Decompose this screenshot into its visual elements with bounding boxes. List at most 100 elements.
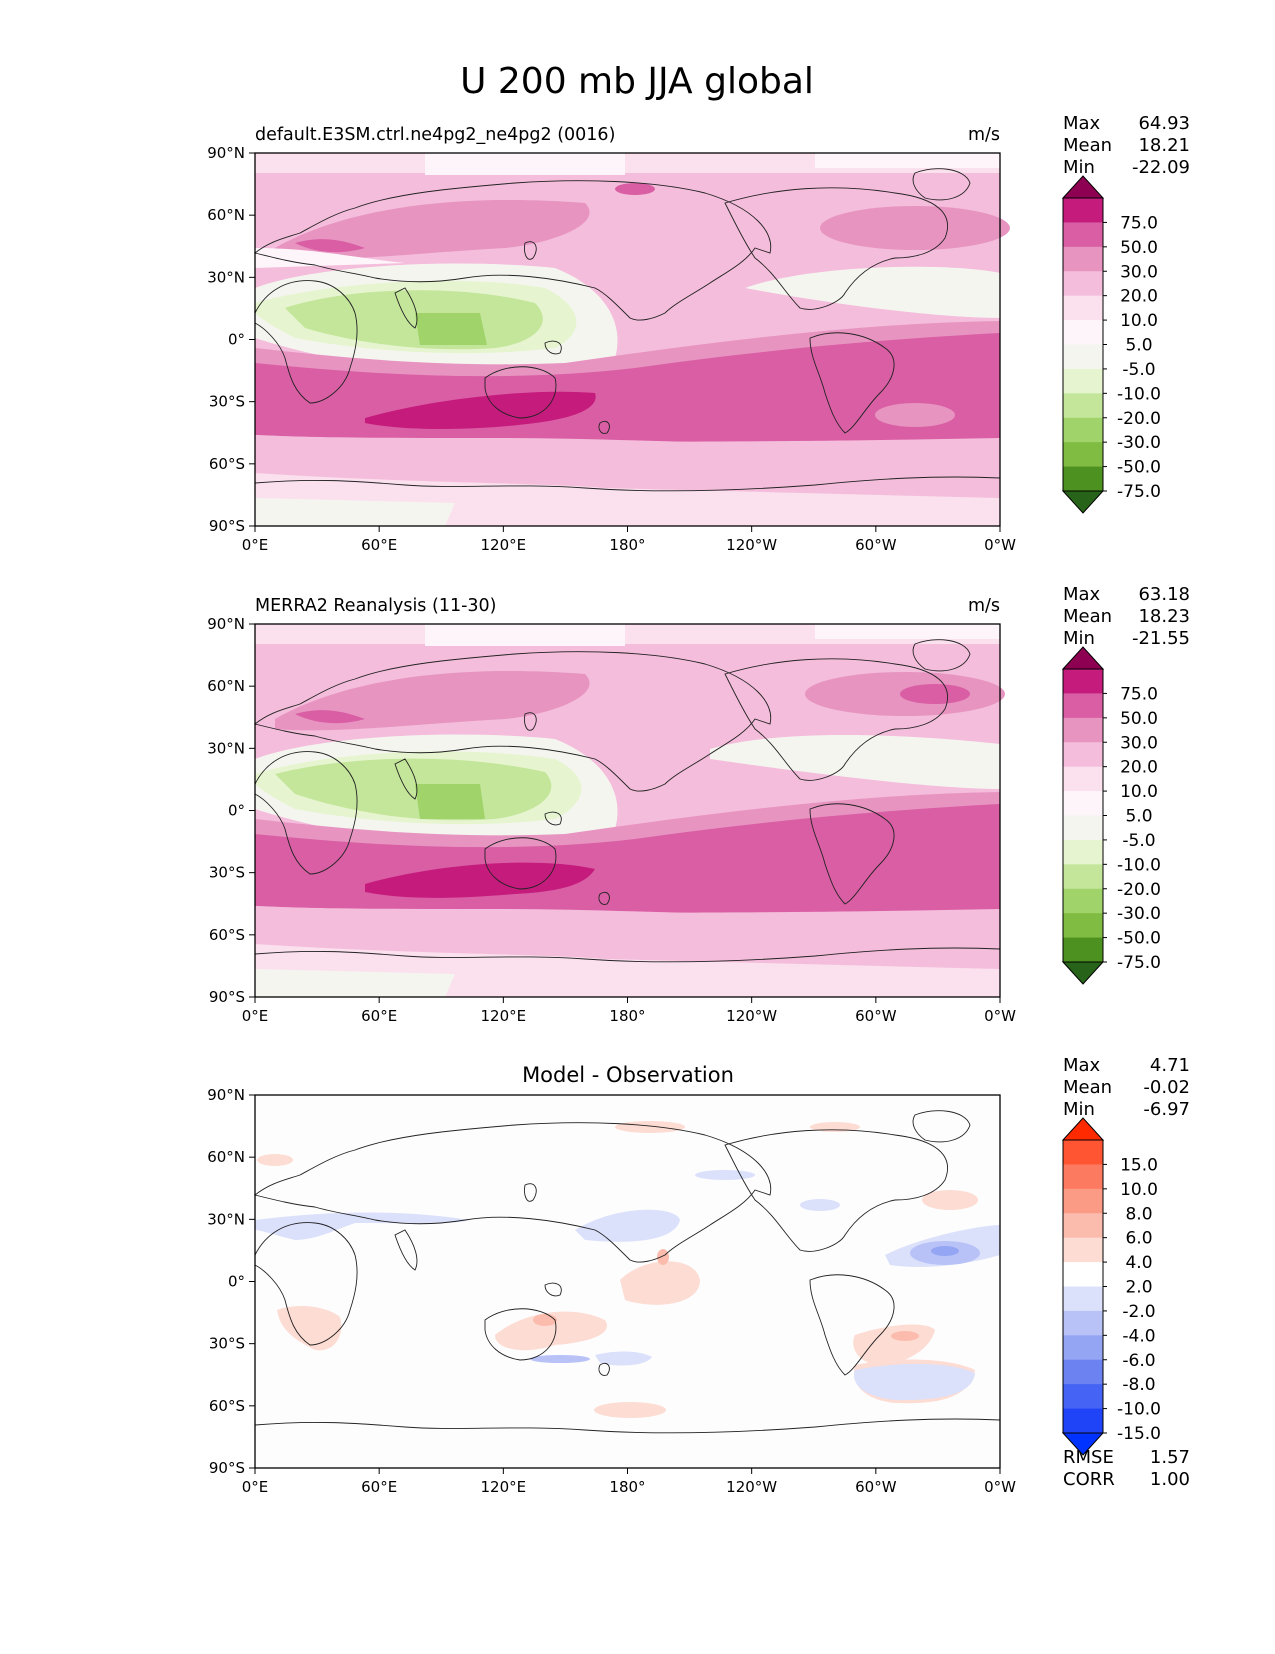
lon-tick-label: 60°E: [361, 1478, 397, 1496]
colorbar-diff-bin: [1063, 1310, 1103, 1336]
panel-diff-title: Model - Observation: [522, 1063, 734, 1087]
lon-tick-label: 180°: [609, 1007, 645, 1025]
coastline-4: [724, 1129, 948, 1252]
lon-tick-label: 0°W: [984, 1007, 1016, 1025]
coastline-0: [254, 1122, 772, 1263]
lat-tick-label: 60°S: [209, 455, 245, 473]
coastline-1: [254, 280, 358, 404]
colorbar-obs-bin: [1063, 693, 1103, 719]
coastline-8: [524, 241, 537, 260]
colorbar-tick-label: 6.0: [1125, 1229, 1152, 1249]
lon-tick-label: 60°W: [855, 1007, 897, 1025]
colorbar-diff: 15.0 10.0 8.0 6.0 4.0 2.0 -2.0 -4.0 -6.0 -8.0 -10.…: [1061, 1117, 1161, 1456]
colorbar-tick-label: 4.0: [1125, 1253, 1152, 1273]
lat-tick-label: 30°S: [209, 864, 245, 882]
colorbar-obs-bin: [1063, 864, 1103, 890]
colorbar-obs-bin: [1063, 815, 1103, 841]
model-stat-mean-value: 18.21: [1138, 135, 1190, 156]
colorbar-diff-bin: [1063, 1286, 1103, 1312]
colorbar-tick-label: 50.0: [1120, 238, 1158, 258]
panel-obs-units: m/s: [968, 596, 1000, 616]
obs-stat-max-label: Max: [1063, 584, 1101, 605]
colorbar-diff-bin: [1063, 1164, 1103, 1190]
lon-tick-label: 0°E: [242, 1478, 269, 1496]
colorbar-diff-bin: [1063, 1335, 1103, 1361]
lon-tick-label: 120°E: [481, 1478, 527, 1496]
lat-tick-label: 90°N: [207, 144, 245, 162]
lon-tick-label: 120°W: [726, 1007, 777, 1025]
colorbar-model-bin: [1063, 368, 1103, 394]
colorbar-tick-label: 15.0: [1120, 1155, 1158, 1175]
colorbar-diff-bin: [1063, 1237, 1103, 1263]
coastline-1: [254, 751, 358, 875]
colorbar-obs-bin: [1063, 791, 1103, 816]
lat-tick-label: 30°N: [207, 1210, 245, 1228]
coastline-4: [724, 187, 948, 310]
lat-tick-label: 90°S: [209, 1459, 245, 1477]
lat-tick-label: 60°S: [209, 1397, 245, 1415]
colorbar-tick-label: 10.0: [1120, 782, 1158, 802]
colorbar-model-bin: [1063, 198, 1103, 223]
coastline-0: [254, 651, 772, 792]
panel-obs-title: MERRA2 Reanalysis (11-30): [255, 596, 497, 616]
colorbar-model-bin: [1063, 417, 1103, 443]
colorbar-tick-label: 30.0: [1120, 733, 1158, 753]
colorbar-tick-label: 50.0: [1120, 709, 1158, 729]
lat-tick-label: 60°N: [207, 677, 245, 695]
lat-tick-label: 90°S: [209, 988, 245, 1006]
lat-tick-label: 90°N: [207, 615, 245, 633]
colorbar-model-bottom-extension: [1061, 490, 1105, 514]
coastline-7: [254, 947, 1001, 963]
lon-tick-label: 60°W: [855, 1478, 897, 1496]
colorbar-tick-label: 8.0: [1125, 1204, 1152, 1224]
colorbar-tick-label: -50.0: [1117, 458, 1161, 478]
coastline-9: [544, 340, 562, 355]
diff-stat-mean-label: Mean: [1063, 1077, 1112, 1098]
colorbar-tick-label: -30.0: [1117, 904, 1161, 924]
colorbar-tick-label: 20.0: [1120, 758, 1158, 778]
colorbar-diff-top-extension: [1061, 1117, 1105, 1141]
diff-stat-min-label: Min: [1063, 1099, 1095, 1120]
coastline-0: [254, 180, 772, 321]
colorbar-obs-bin: [1063, 766, 1103, 792]
coastline-9: [544, 1282, 562, 1297]
coastline-6: [912, 1110, 971, 1143]
panel-diff-overlay: 90°N 60°N 30°N 0° 30°S 60°S 90°S0°E 60°E 120°E 18…: [207, 1086, 1016, 1496]
colorbar-tick-label: 10.0: [1120, 1180, 1158, 1200]
panel-model: default.E3SM.ctrl.ne4pg2_ne4pg2 (0016) m…: [255, 125, 1010, 526]
colorbar-tick-label: 2.0: [1125, 1278, 1152, 1298]
lon-tick-label: 180°: [609, 536, 645, 554]
coastline-4: [724, 658, 948, 781]
lon-tick-label: 0°W: [984, 1478, 1016, 1496]
lat-tick-label: 30°N: [207, 268, 245, 286]
coastline-7: [254, 1418, 1001, 1434]
diff-stat-max-value: 4.71: [1150, 1055, 1190, 1076]
coastline-10: [598, 891, 610, 905]
lon-tick-label: 60°E: [361, 536, 397, 554]
colorbar-diff-bin: [1063, 1188, 1103, 1214]
lat-tick-label: 30°N: [207, 739, 245, 757]
colorbar-obs-bottom-extension: [1061, 961, 1105, 985]
colorbar-obs: 75.0 50.0 30.0 20.0 10.0 5.0 -5.0 -10.0 -20.0 -30…: [1061, 646, 1161, 985]
colorbar-obs-bin: [1063, 742, 1103, 768]
coastline-3: [484, 366, 557, 419]
lat-tick-label: 60°N: [207, 206, 245, 224]
colorbar-obs-bin: [1063, 717, 1103, 743]
colorbar-tick-label: -10.0: [1117, 855, 1161, 875]
colorbar-diff-bin: [1063, 1408, 1103, 1434]
panel-model-title: default.E3SM.ctrl.ne4pg2_ne4pg2 (0016): [255, 125, 615, 145]
lon-tick-label: 180°: [609, 1478, 645, 1496]
coastline-6: [912, 168, 971, 201]
colorbar-diff-bin: [1063, 1359, 1103, 1385]
coastline-8: [524, 712, 537, 731]
colorbar-model-bin: [1063, 246, 1103, 272]
coastline-3: [484, 837, 557, 890]
colorbar-diff-bin: [1063, 1140, 1103, 1165]
coastline-9: [544, 811, 562, 826]
obs-stat-mean-value: 18.23: [1138, 606, 1190, 627]
lat-tick-label: 0°: [228, 331, 245, 349]
colorbar-obs-bin: [1063, 839, 1103, 865]
model-stat-max-value: 64.93: [1138, 113, 1190, 134]
colorbar-obs-bin: [1063, 913, 1103, 939]
